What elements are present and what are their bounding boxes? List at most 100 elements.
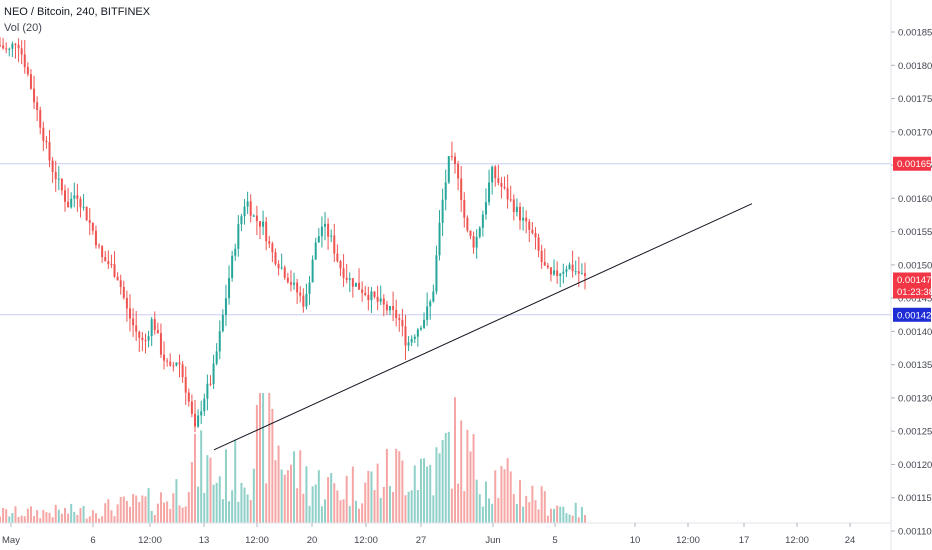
candle-body xyxy=(404,326,407,346)
volume-bar xyxy=(119,496,122,523)
volume-bar xyxy=(460,420,463,523)
volume-bar xyxy=(519,479,521,523)
candle-body xyxy=(565,269,568,272)
volume-bar xyxy=(571,515,574,523)
candle-body xyxy=(144,340,147,342)
candle-body xyxy=(546,265,549,268)
candle-body xyxy=(259,221,261,227)
volume-bar xyxy=(339,500,342,523)
candle-body xyxy=(159,333,162,355)
volume-bar xyxy=(491,503,494,523)
candle-body xyxy=(336,253,339,262)
volume-bar xyxy=(203,492,206,523)
candle-body xyxy=(367,294,370,301)
volume-bar xyxy=(454,397,456,523)
candle-body xyxy=(178,362,181,365)
candle-body xyxy=(94,230,97,246)
candle-body xyxy=(370,291,373,301)
volume-bar xyxy=(107,499,110,523)
volume-bar xyxy=(444,433,447,523)
volume-bar xyxy=(348,505,351,523)
candle-body xyxy=(568,264,571,270)
candle-body xyxy=(373,291,376,297)
candle-body xyxy=(494,166,497,179)
candle-body xyxy=(500,182,503,187)
candle-body xyxy=(293,282,296,285)
volume-bar xyxy=(132,494,135,523)
candle-body xyxy=(354,282,357,287)
candle-body xyxy=(2,45,5,49)
candle-body xyxy=(33,88,36,103)
candle-body xyxy=(379,298,382,302)
candle-body xyxy=(398,318,401,320)
candle-body xyxy=(478,227,481,237)
candle-body xyxy=(432,291,435,302)
candle-body xyxy=(481,214,484,228)
candle-body xyxy=(277,263,280,269)
candle-body xyxy=(556,270,559,276)
volume-bar xyxy=(5,509,8,523)
volume-bar xyxy=(218,476,221,523)
candle-body xyxy=(107,261,110,264)
candle-body xyxy=(401,319,404,327)
candle-body xyxy=(26,67,29,75)
time-axis-label: 24 xyxy=(845,535,856,546)
volume-bar xyxy=(246,494,249,523)
time-axis[interactable]: May 6 12:00 13 12:00 20 12:00 27 Jun 5 10 12:00 17 12… xyxy=(2,523,855,546)
volume-bar xyxy=(172,493,175,523)
candle-body xyxy=(519,206,521,221)
candle-body xyxy=(506,188,509,200)
candle-body xyxy=(29,74,32,89)
candle-body xyxy=(150,319,153,337)
volume-bar xyxy=(531,485,534,523)
volume-bar xyxy=(122,496,125,523)
volume-bar xyxy=(36,510,39,523)
volume-bar xyxy=(416,489,419,523)
candle-body xyxy=(438,222,441,256)
volume-bar xyxy=(506,458,509,523)
trendline[interactable] xyxy=(213,203,753,451)
volume-bar xyxy=(209,457,212,523)
candle-body xyxy=(491,166,494,183)
candle-body xyxy=(265,221,268,242)
volume-bar xyxy=(497,497,500,523)
candle-body xyxy=(450,156,453,158)
volume-bar xyxy=(85,518,88,523)
candle-body xyxy=(42,127,45,141)
volume-bar xyxy=(76,514,79,523)
candle-body xyxy=(20,48,23,55)
volume-bar xyxy=(181,507,184,523)
price-tags: 0.001652 0.00147801:23:38 0.001425 xyxy=(893,156,932,322)
candle-body xyxy=(200,411,203,416)
volume-bar xyxy=(358,508,361,523)
volume-bar xyxy=(553,508,556,523)
volume-bar xyxy=(534,500,537,523)
candle-body xyxy=(54,172,57,180)
volume-bar xyxy=(289,464,292,523)
volume-bar xyxy=(64,507,66,523)
volume-bar xyxy=(376,463,379,523)
volume-bar xyxy=(141,495,144,523)
volume-bar xyxy=(104,503,107,523)
candle-body xyxy=(525,217,528,222)
candle-body xyxy=(469,230,472,237)
candle-body xyxy=(426,306,429,320)
volume-bar xyxy=(113,516,116,523)
volume-bar xyxy=(481,506,484,523)
volume-bar xyxy=(466,429,469,523)
volume-bar xyxy=(212,484,215,523)
candle-body xyxy=(39,109,42,128)
volume-bar xyxy=(70,503,73,523)
candle-body xyxy=(153,319,156,331)
volume-bar xyxy=(302,493,305,523)
volume-bar xyxy=(441,440,444,523)
price-tag xyxy=(893,272,931,287)
volume-bar xyxy=(54,504,57,523)
horizontal-lines xyxy=(0,163,891,316)
volume-bar xyxy=(73,511,76,523)
volume-bar xyxy=(317,470,320,523)
